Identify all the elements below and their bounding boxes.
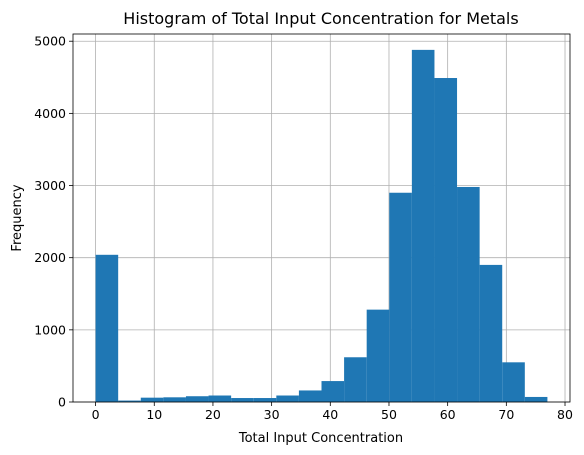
- bars-layer: [95, 49, 548, 402]
- histogram-bar: [411, 49, 435, 402]
- histogram-bar: [389, 192, 412, 402]
- y-tick-label: 1000: [34, 322, 66, 337]
- y-tick-label: 4000: [34, 106, 66, 121]
- plot-frame: [72, 33, 571, 403]
- histogram-bar: [524, 396, 548, 402]
- histogram-bar: [140, 397, 164, 402]
- y-tick-label: 5000: [34, 34, 66, 49]
- x-tick-label: 0: [92, 407, 100, 422]
- axes-layer: 0 10 20 30 40 50 60 70 80 0 1000 2000 3000 4000 5000: [34, 33, 573, 422]
- histogram-bar: [344, 357, 367, 402]
- histogram-bar: [163, 397, 186, 402]
- histogram-bar: [479, 264, 503, 402]
- y-tick-label: 0: [58, 395, 66, 410]
- histogram-bar: [118, 400, 141, 402]
- x-tick-label: 60: [440, 407, 456, 422]
- x-tick-label: 80: [557, 407, 573, 422]
- histogram-bar: [502, 362, 525, 402]
- x-tick-label: 20: [205, 407, 221, 422]
- histogram-bar: [185, 396, 209, 402]
- x-tick-label: 70: [498, 407, 514, 422]
- histogram-bar: [208, 395, 232, 402]
- histogram-bar: [366, 309, 390, 402]
- x-axis-label: Total Input Concentration: [238, 431, 403, 446]
- x-tick-label: 10: [146, 407, 162, 422]
- y-axis-label: Frequency: [10, 184, 25, 251]
- histogram-bar: [434, 78, 458, 402]
- grid-layer: [73, 34, 570, 403]
- x-tick-label: 40: [322, 407, 338, 422]
- histogram-bar: [95, 254, 119, 402]
- y-tick-label: 3000: [34, 178, 66, 193]
- histogram-bar: [298, 390, 322, 402]
- y-tick-label: 2000: [34, 250, 66, 265]
- histogram-bar: [321, 381, 345, 402]
- histogram-bar: [253, 398, 277, 402]
- histogram-bar: [276, 395, 299, 402]
- chart-title: Histogram of Total Input Concentration f…: [123, 9, 518, 28]
- histogram-bar: [457, 186, 480, 402]
- x-tick-label: 50: [381, 407, 397, 422]
- histogram-bar: [231, 398, 254, 402]
- x-tick-label: 30: [264, 407, 280, 422]
